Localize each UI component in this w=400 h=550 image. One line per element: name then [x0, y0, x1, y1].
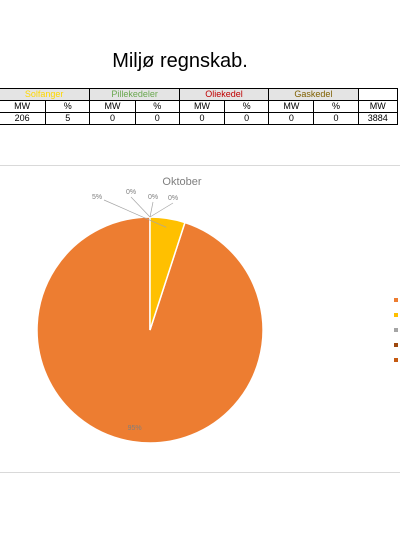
value-cell: 0	[134, 112, 180, 125]
chart-title: Oktober	[162, 176, 201, 188]
legend-marker	[394, 343, 398, 347]
summary-table: Solfanger Pillekedeler Oliekedel Gaskede…	[0, 88, 399, 125]
table-value-row: 206 5 0 0 0 0 0 0 3884	[0, 112, 399, 125]
group-solfanger: Solfanger	[0, 88, 91, 101]
value-cell: 0	[268, 112, 315, 125]
legend-marker	[394, 358, 398, 362]
group-gaskedel: Gaskedel	[268, 88, 359, 101]
value-cell: 0	[89, 112, 136, 125]
chart-legend	[394, 298, 398, 362]
page-title: Miljø regnskab.	[112, 50, 248, 72]
leader-line	[130, 196, 151, 218]
data-label: 0%	[148, 194, 158, 201]
data-label: 0%	[168, 195, 178, 202]
data-label: 5%	[92, 194, 102, 201]
group-total	[357, 88, 399, 101]
value-cell: 5	[45, 112, 91, 125]
pie-slice	[36, 216, 264, 444]
legend-marker	[394, 328, 398, 332]
pie-labels: 95% 5% 0% 0% 0%	[92, 189, 178, 432]
pie-slices	[36, 216, 264, 444]
table-unit-row: MW % MW % MW % MW % MW	[0, 100, 399, 113]
value-cell: 3884	[357, 112, 399, 125]
chart-area	[0, 165, 400, 473]
value-cell: 0	[178, 112, 226, 125]
data-label: 95%	[128, 425, 142, 432]
data-label: 0%	[126, 189, 136, 196]
legend-marker	[394, 298, 398, 302]
leader-line	[149, 202, 174, 218]
leader-line	[149, 201, 154, 218]
value-cell: 206	[0, 112, 47, 125]
legend-marker	[394, 313, 398, 317]
leader-line	[103, 199, 167, 228]
